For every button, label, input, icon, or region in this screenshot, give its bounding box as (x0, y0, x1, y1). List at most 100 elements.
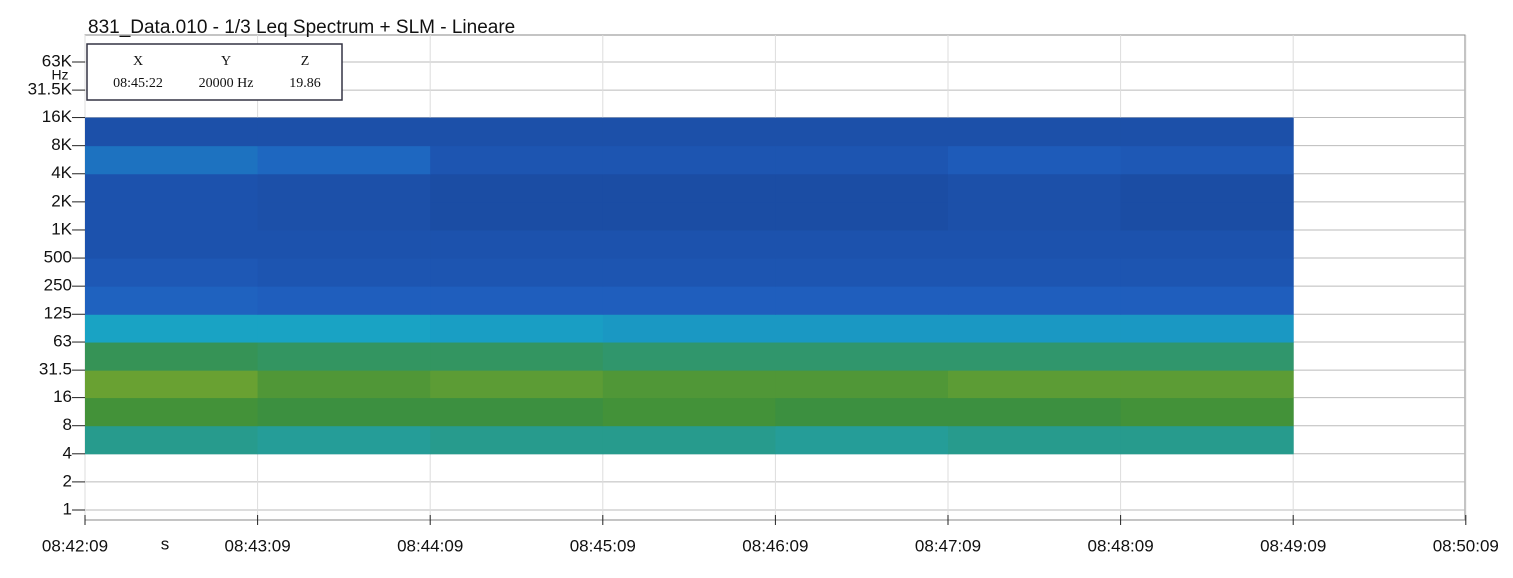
heat-cell (257, 286, 431, 315)
heat-cell (1120, 370, 1294, 399)
y-tick-label: 500 (44, 248, 72, 267)
heat-cell (1120, 258, 1294, 287)
heat-cell (775, 229, 949, 259)
heat-cell (1120, 117, 1294, 147)
heat-cell (430, 342, 604, 371)
readout-value: 19.86 (289, 76, 321, 91)
x-tick-label: 08:45:09 (570, 536, 636, 555)
x-tick-label: 08:44:09 (397, 536, 463, 555)
heat-cell (775, 201, 949, 231)
readout-value: 08:45:22 (113, 76, 163, 91)
heat-cell (775, 173, 949, 203)
heat-cell (948, 258, 1122, 287)
heat-cell (430, 201, 604, 231)
x-tick-label: 08:42:09 (42, 536, 108, 555)
readout-box (86, 43, 343, 101)
axes: 1 2 4 8 16 31.5 63 125 250 500 1K 2K 4K 8K 16K 31.5K 63K… (28, 51, 1499, 555)
heat-cell (602, 397, 776, 427)
heat-cell (257, 201, 431, 231)
y-tick-label: 2K (51, 191, 72, 210)
heat-cell (602, 286, 776, 315)
x-tick-label: 08:50:09 (1433, 536, 1499, 555)
y-tick-label: 63 (53, 332, 72, 351)
heat-cell (257, 117, 431, 147)
heat-cell (948, 397, 1122, 427)
y-tick-label: 16 (53, 387, 72, 406)
heat-cell (85, 314, 259, 343)
chart-title: 831_Data.010 - 1/3 Leq Spectrum + SLM - … (88, 17, 515, 38)
heat-cell (430, 258, 604, 287)
heat-cell (602, 173, 776, 203)
heat-cell (1120, 173, 1294, 203)
y-tick-label: 250 (44, 276, 72, 295)
x-axis-label: s (161, 534, 170, 553)
heat-cell (602, 229, 776, 259)
y-tick-label: 4 (63, 443, 72, 462)
heat-cell (948, 370, 1122, 399)
heat-cell (775, 258, 949, 287)
heat-cell (775, 342, 949, 371)
readout-header: Y (221, 54, 231, 69)
heat-cell (948, 425, 1122, 455)
y-axis-label: Hz (51, 67, 68, 83)
heat-cell (948, 173, 1122, 203)
heat-cell (257, 397, 431, 427)
heat-cell (948, 229, 1122, 259)
heat-cell (602, 314, 776, 343)
heat-cell (602, 145, 776, 175)
y-tick-label: 1K (51, 219, 72, 238)
x-tick-label: 08:43:09 (225, 536, 291, 555)
heat-cell (948, 342, 1122, 371)
heat-cell (948, 117, 1122, 147)
heat-cell (602, 370, 776, 399)
heat-cell (1120, 145, 1294, 175)
y-tick-label: 8 (63, 415, 72, 434)
heat-cell (602, 342, 776, 371)
heat-cell (85, 258, 259, 287)
heat-cell (257, 370, 431, 399)
heat-cell (430, 370, 604, 399)
heat-cell (430, 425, 604, 455)
y-tick-label: 125 (44, 304, 72, 323)
heat-cell (430, 117, 604, 147)
readout-header: X (133, 54, 143, 69)
heat-cell (775, 425, 949, 455)
heat-cell (85, 145, 259, 175)
heat-cell (602, 201, 776, 231)
y-tick-label: 4K (51, 163, 72, 182)
y-tick-label: 16K (42, 107, 73, 126)
heat-cell (1120, 397, 1294, 427)
heat-cell (85, 117, 259, 147)
heat-cell (85, 229, 259, 259)
heatmap (85, 117, 1294, 455)
heat-cell (602, 258, 776, 287)
heat-cell (85, 201, 259, 231)
heat-cell (85, 425, 259, 455)
heat-cell (257, 314, 431, 343)
heat-cell (430, 286, 604, 315)
heat-cell (85, 397, 259, 427)
y-tick-label: 63K (42, 51, 73, 70)
heat-cell (1120, 201, 1294, 231)
y-tick-label: 8K (51, 135, 72, 154)
readout-value: 20000 Hz (199, 76, 254, 91)
y-tick-label: 31.5K (28, 80, 73, 99)
heat-cell (775, 117, 949, 147)
heat-cell (430, 397, 604, 427)
heat-cell (257, 173, 431, 203)
x-tick-label: 08:47:09 (915, 536, 981, 555)
heat-cell (85, 173, 259, 203)
heat-cell (1120, 286, 1294, 315)
heat-cell (1120, 425, 1294, 455)
heat-cell (775, 145, 949, 175)
y-tick-label: 1 (63, 499, 72, 518)
heat-cell (602, 117, 776, 147)
heat-cell (430, 229, 604, 259)
heat-cell (257, 342, 431, 371)
heat-cell (775, 314, 949, 343)
heat-cell (948, 286, 1122, 315)
heat-cell (85, 286, 259, 315)
readout-header: Z (301, 54, 310, 69)
